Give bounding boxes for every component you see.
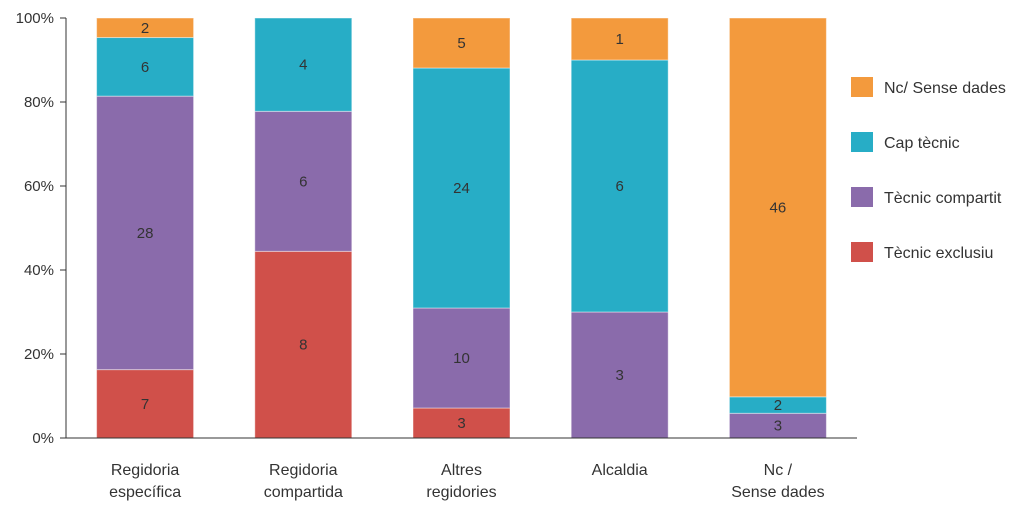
bar-segment-nc-sense-dades-3 bbox=[412, 17, 511, 69]
bar-segment-nc-sense-dades-4 bbox=[570, 17, 669, 61]
bar-segment-cap-tecnic-1 bbox=[96, 37, 195, 97]
bar-segment-tecnic-compartit-5 bbox=[728, 412, 827, 439]
data-label-tecnic-compartit-1: 28 bbox=[137, 225, 154, 242]
legend-swatch-nc-sense-dades bbox=[851, 77, 873, 97]
y-tick-label-2: 20% bbox=[24, 346, 54, 363]
data-label-tecnic-compartit-2: 6 bbox=[299, 173, 307, 190]
bar-segment-cap-tecnic-3 bbox=[412, 67, 511, 309]
legend-swatch-tecnic-exclusiu bbox=[851, 242, 873, 262]
y-tick-labels-group: 0% 20% 40% 60% 80% 100% bbox=[16, 10, 66, 447]
data-label-tecnic-compartit-4: 3 bbox=[616, 367, 624, 384]
legend-label-tecnic-exclusiu: Tècnic exclusiu bbox=[884, 245, 993, 262]
legend-swatch-tecnic-compartit bbox=[851, 187, 873, 207]
legend: Nc/ Sense dades Cap tècnic Tècnic comparti… bbox=[851, 77, 1006, 262]
data-label-cap-tecnic-1: 6 bbox=[141, 59, 149, 76]
legend-label-nc-sense-dades: Nc/ Sense dades bbox=[884, 80, 1006, 97]
x-category-labels-group: Regidoria específica Regidoria compartida Al… bbox=[109, 462, 825, 501]
category-label-4: Alcaldia bbox=[592, 462, 648, 479]
data-label-tecnic-compartit-5: 3 bbox=[774, 418, 782, 435]
category-label-3: Altres regidories bbox=[426, 462, 496, 501]
data-label-tecnic-exclusiu-1: 7 bbox=[141, 396, 149, 413]
y-tick-label-1: 0% bbox=[32, 430, 54, 447]
bar-segment-cap-tecnic-4 bbox=[570, 59, 669, 313]
bar-segment-tecnic-compartit-2 bbox=[254, 110, 353, 252]
bars-group bbox=[96, 17, 827, 439]
bar-segment-tecnic-compartit-1 bbox=[96, 95, 195, 371]
data-label-cap-tecnic-3: 24 bbox=[453, 180, 470, 197]
data-label-cap-tecnic-2: 4 bbox=[299, 57, 307, 74]
y-tick-label-4: 60% bbox=[24, 178, 54, 195]
category-label-5: Nc / Sense dades bbox=[731, 462, 824, 501]
legend-swatch-cap-tecnic bbox=[851, 132, 873, 152]
legend-label-cap-tecnic: Cap tècnic bbox=[884, 135, 960, 152]
bar-segment-cap-tecnic-2 bbox=[254, 17, 353, 112]
y-tick-label-3: 40% bbox=[24, 262, 54, 279]
bar-segment-nc-sense-dades-5 bbox=[728, 17, 827, 398]
y-tick-label-6: 100% bbox=[16, 10, 54, 27]
category-label-2: Regidoria compartida bbox=[264, 462, 343, 501]
data-label-tecnic-exclusiu-3: 3 bbox=[457, 415, 465, 432]
bar-segment-nc-sense-dades-1 bbox=[96, 17, 195, 39]
data-label-cap-tecnic-5: 2 bbox=[774, 397, 782, 414]
data-label-nc-sense-dades-4: 1 bbox=[616, 31, 624, 48]
y-tick-label-5: 80% bbox=[24, 94, 54, 111]
data-label-nc-sense-dades-5: 46 bbox=[770, 199, 787, 216]
bar-segment-tecnic-compartit-3 bbox=[412, 307, 511, 409]
data-label-tecnic-exclusiu-2: 8 bbox=[299, 337, 307, 354]
data-label-nc-sense-dades-3: 5 bbox=[457, 35, 465, 52]
bar-segment-tecnic-exclusiu-1 bbox=[96, 369, 195, 439]
data-label-tecnic-compartit-3: 10 bbox=[453, 350, 470, 367]
bar-segment-tecnic-exclusiu-3 bbox=[412, 407, 511, 439]
bar-segment-tecnic-exclusiu-2 bbox=[254, 250, 353, 439]
axes-group bbox=[65, 18, 857, 439]
data-label-cap-tecnic-4: 6 bbox=[616, 178, 624, 195]
legend-label-tecnic-compartit: Tècnic compartit bbox=[884, 190, 1002, 207]
category-label-1: Regidoria específica bbox=[109, 462, 181, 501]
data-label-nc-sense-dades-1: 2 bbox=[141, 20, 149, 37]
